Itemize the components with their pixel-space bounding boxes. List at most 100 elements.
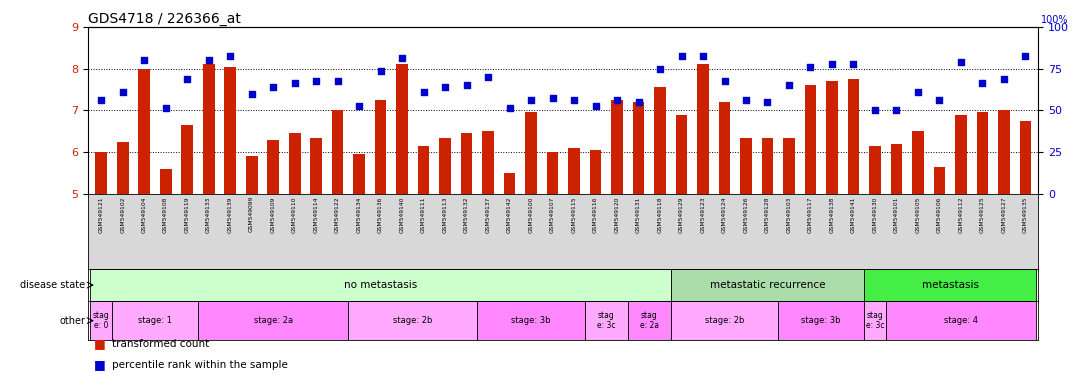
Bar <box>826 81 838 194</box>
Point <box>265 84 282 91</box>
Point <box>523 97 540 103</box>
Text: GSM549124: GSM549124 <box>722 196 727 233</box>
Text: ■: ■ <box>94 337 105 350</box>
Text: transformed count: transformed count <box>112 339 209 349</box>
Text: GSM549137: GSM549137 <box>485 196 491 233</box>
Text: stag
e: 3c: stag e: 3c <box>866 311 884 330</box>
Point <box>200 57 217 63</box>
Text: GSM549110: GSM549110 <box>292 196 297 233</box>
Point <box>608 97 625 103</box>
Point <box>909 89 926 95</box>
Text: GSM549107: GSM549107 <box>550 196 555 233</box>
Point <box>243 91 260 97</box>
Bar <box>374 100 386 194</box>
Point <box>286 80 303 86</box>
Text: GSM549129: GSM549129 <box>679 196 684 233</box>
Text: GDS4718 / 226366_at: GDS4718 / 226366_at <box>88 12 241 26</box>
Text: GSM549142: GSM549142 <box>507 196 512 233</box>
Bar <box>181 125 193 194</box>
Point <box>780 82 797 88</box>
Bar <box>584 301 627 340</box>
Point <box>629 99 647 105</box>
Bar <box>245 156 257 194</box>
Text: GSM549105: GSM549105 <box>916 196 920 233</box>
Text: GSM549120: GSM549120 <box>614 196 620 233</box>
Text: GSM549109: GSM549109 <box>270 196 275 233</box>
Text: GSM549134: GSM549134 <box>356 196 362 233</box>
Bar <box>138 69 150 194</box>
Text: GSM549114: GSM549114 <box>313 196 318 233</box>
Bar <box>719 102 731 194</box>
Bar <box>590 150 601 194</box>
Bar <box>353 154 365 194</box>
Text: GSM549138: GSM549138 <box>830 196 835 233</box>
Point <box>952 59 969 65</box>
Point <box>759 99 776 105</box>
Point <box>114 89 131 95</box>
Text: GSM549100: GSM549100 <box>528 196 534 233</box>
Point <box>866 107 883 114</box>
Bar <box>676 114 688 194</box>
Text: GSM549136: GSM549136 <box>378 196 383 233</box>
Text: stage: 2b: stage: 2b <box>393 316 433 325</box>
Bar <box>417 146 429 194</box>
Point <box>565 97 582 103</box>
Point <box>845 61 862 68</box>
Text: GSM549115: GSM549115 <box>571 196 577 233</box>
Bar <box>891 144 903 194</box>
Text: GSM549106: GSM549106 <box>937 196 942 233</box>
Point <box>501 105 519 111</box>
Text: GSM549121: GSM549121 <box>99 196 103 233</box>
Text: GSM549139: GSM549139 <box>228 196 232 233</box>
Text: GSM549104: GSM549104 <box>142 196 146 233</box>
Point <box>694 53 711 59</box>
Bar <box>934 167 946 194</box>
Point <box>136 57 153 63</box>
Point <box>974 80 991 86</box>
Bar <box>805 85 817 194</box>
Bar <box>525 113 537 194</box>
Point <box>995 76 1013 82</box>
Text: GSM549122: GSM549122 <box>335 196 340 233</box>
Bar <box>627 301 670 340</box>
Text: GSM549108: GSM549108 <box>164 196 168 233</box>
Bar <box>478 301 584 340</box>
Bar <box>955 114 967 194</box>
Bar <box>547 152 558 194</box>
Bar <box>288 133 300 194</box>
Bar <box>611 100 623 194</box>
Bar <box>783 137 795 194</box>
Point <box>222 53 239 59</box>
Point <box>157 105 174 111</box>
Point <box>672 53 690 59</box>
Text: metastasis: metastasis <box>922 280 979 290</box>
Text: GSM549112: GSM549112 <box>959 196 963 233</box>
Text: other: other <box>59 316 85 326</box>
Bar <box>778 301 864 340</box>
Point <box>93 97 110 103</box>
Point <box>480 74 497 80</box>
Bar <box>439 137 451 194</box>
Text: GSM549140: GSM549140 <box>399 196 405 233</box>
Point <box>179 76 196 82</box>
Text: GSM549111: GSM549111 <box>421 196 426 233</box>
Bar <box>310 137 322 194</box>
Text: GSM549113: GSM549113 <box>442 196 448 233</box>
Text: GSM549103: GSM549103 <box>787 196 792 233</box>
Text: stage: 3b: stage: 3b <box>511 316 551 325</box>
Point <box>737 97 754 103</box>
Point <box>586 103 604 109</box>
Text: GSM549102: GSM549102 <box>121 196 125 233</box>
Text: GSM549116: GSM549116 <box>593 196 598 233</box>
Point <box>802 63 819 70</box>
Bar <box>762 137 774 194</box>
Point <box>1017 53 1034 59</box>
Text: GSM549099: GSM549099 <box>250 196 254 232</box>
Bar <box>697 65 709 194</box>
Text: percentile rank within the sample: percentile rank within the sample <box>112 360 287 370</box>
Point <box>351 103 368 109</box>
Point <box>716 78 733 84</box>
Text: GSM549101: GSM549101 <box>894 196 898 233</box>
Text: GSM549135: GSM549135 <box>1023 196 1028 233</box>
Text: stag
e: 0: stag e: 0 <box>93 311 110 330</box>
